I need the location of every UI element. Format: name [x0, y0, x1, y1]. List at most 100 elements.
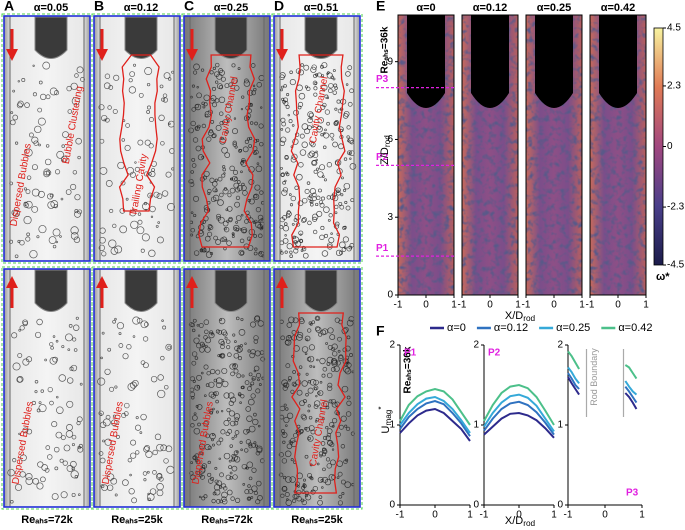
frame-outer — [271, 266, 363, 510]
bubble — [8, 239, 14, 244]
bubble — [215, 239, 221, 245]
bubble — [71, 434, 77, 440]
bubble — [77, 446, 84, 453]
bubble — [236, 373, 242, 379]
bubble — [147, 105, 151, 110]
bubble — [54, 466, 59, 471]
bubble — [60, 435, 66, 441]
bubble — [253, 151, 257, 155]
bubble — [36, 408, 41, 413]
bubble — [215, 329, 220, 334]
bubble — [214, 62, 220, 68]
bubble — [143, 201, 148, 206]
bubble — [309, 200, 313, 203]
bubble — [346, 395, 351, 400]
bubble — [281, 189, 288, 196]
bubble — [26, 175, 32, 180]
bubble — [202, 105, 206, 109]
x-tick-label: -1 — [522, 300, 531, 311]
bubble — [333, 83, 338, 88]
bubble — [60, 491, 68, 499]
bubble — [199, 347, 205, 353]
y-tick-label: 0 — [387, 290, 393, 301]
bubble — [296, 489, 302, 495]
bubble — [231, 235, 235, 238]
bubble — [219, 192, 224, 198]
bubble — [229, 476, 233, 480]
bubble — [77, 209, 83, 215]
bubble — [285, 104, 290, 109]
bubble — [284, 492, 290, 497]
y-axis-label-sub: rod — [383, 135, 392, 147]
reynolds-label: Reₐₕₛ=36k — [403, 346, 414, 393]
rod — [34, 269, 68, 312]
bubble — [239, 344, 243, 348]
bubble — [216, 480, 223, 487]
bubble — [314, 315, 321, 322]
bubble — [244, 139, 249, 144]
bubble — [55, 339, 59, 343]
bubble — [253, 369, 257, 373]
bubble — [309, 150, 316, 157]
bubble — [216, 213, 221, 219]
bubble — [337, 500, 343, 506]
bubble — [70, 232, 79, 240]
frame-inner — [273, 15, 361, 262]
bubble — [259, 251, 263, 255]
bubble — [290, 458, 294, 462]
bubble — [109, 208, 114, 214]
bubble — [217, 354, 221, 358]
bubble — [238, 149, 242, 153]
bubble — [250, 381, 255, 386]
bubble — [306, 181, 311, 185]
bubble — [251, 90, 257, 96]
bubble — [66, 377, 74, 384]
frame-outer — [181, 13, 273, 264]
bubble — [285, 213, 291, 219]
bubble — [233, 85, 240, 91]
bubble — [280, 335, 286, 341]
bubble — [231, 63, 236, 68]
series-line — [483, 400, 555, 436]
bubble — [304, 427, 308, 431]
bubble — [67, 109, 73, 114]
bubble — [205, 251, 213, 258]
bubble — [26, 356, 33, 363]
bubble — [129, 171, 136, 178]
bubble — [254, 184, 261, 191]
bubble — [211, 181, 218, 187]
bubble — [326, 385, 333, 392]
bubble — [233, 352, 240, 359]
bubble — [349, 353, 353, 357]
bubble — [112, 223, 117, 229]
bubble — [191, 328, 196, 333]
bubble — [286, 211, 292, 217]
bubble — [237, 67, 241, 70]
bubble — [345, 458, 349, 462]
y-tick-label: 6 — [387, 134, 393, 145]
bubble — [324, 109, 331, 115]
bubble — [61, 155, 68, 163]
frame-outer — [91, 13, 183, 264]
bubble — [222, 188, 229, 195]
bubble — [283, 100, 289, 106]
bubble — [345, 71, 351, 77]
y-tick-label: 2 — [473, 340, 479, 351]
bubble — [203, 319, 210, 325]
bubble — [294, 213, 301, 221]
bubble — [319, 407, 323, 410]
bubble — [311, 489, 314, 493]
bubble — [25, 200, 33, 209]
bubble — [333, 365, 340, 372]
chart-title: P3 — [626, 488, 639, 499]
bubble — [214, 489, 221, 496]
bubble — [142, 362, 149, 369]
bubble — [255, 165, 263, 173]
bubble — [70, 183, 77, 190]
bubble — [217, 199, 224, 206]
bubble — [317, 108, 321, 113]
bubble — [302, 197, 308, 204]
bubble — [156, 236, 164, 244]
bubble — [312, 196, 317, 202]
bubble — [17, 80, 20, 83]
